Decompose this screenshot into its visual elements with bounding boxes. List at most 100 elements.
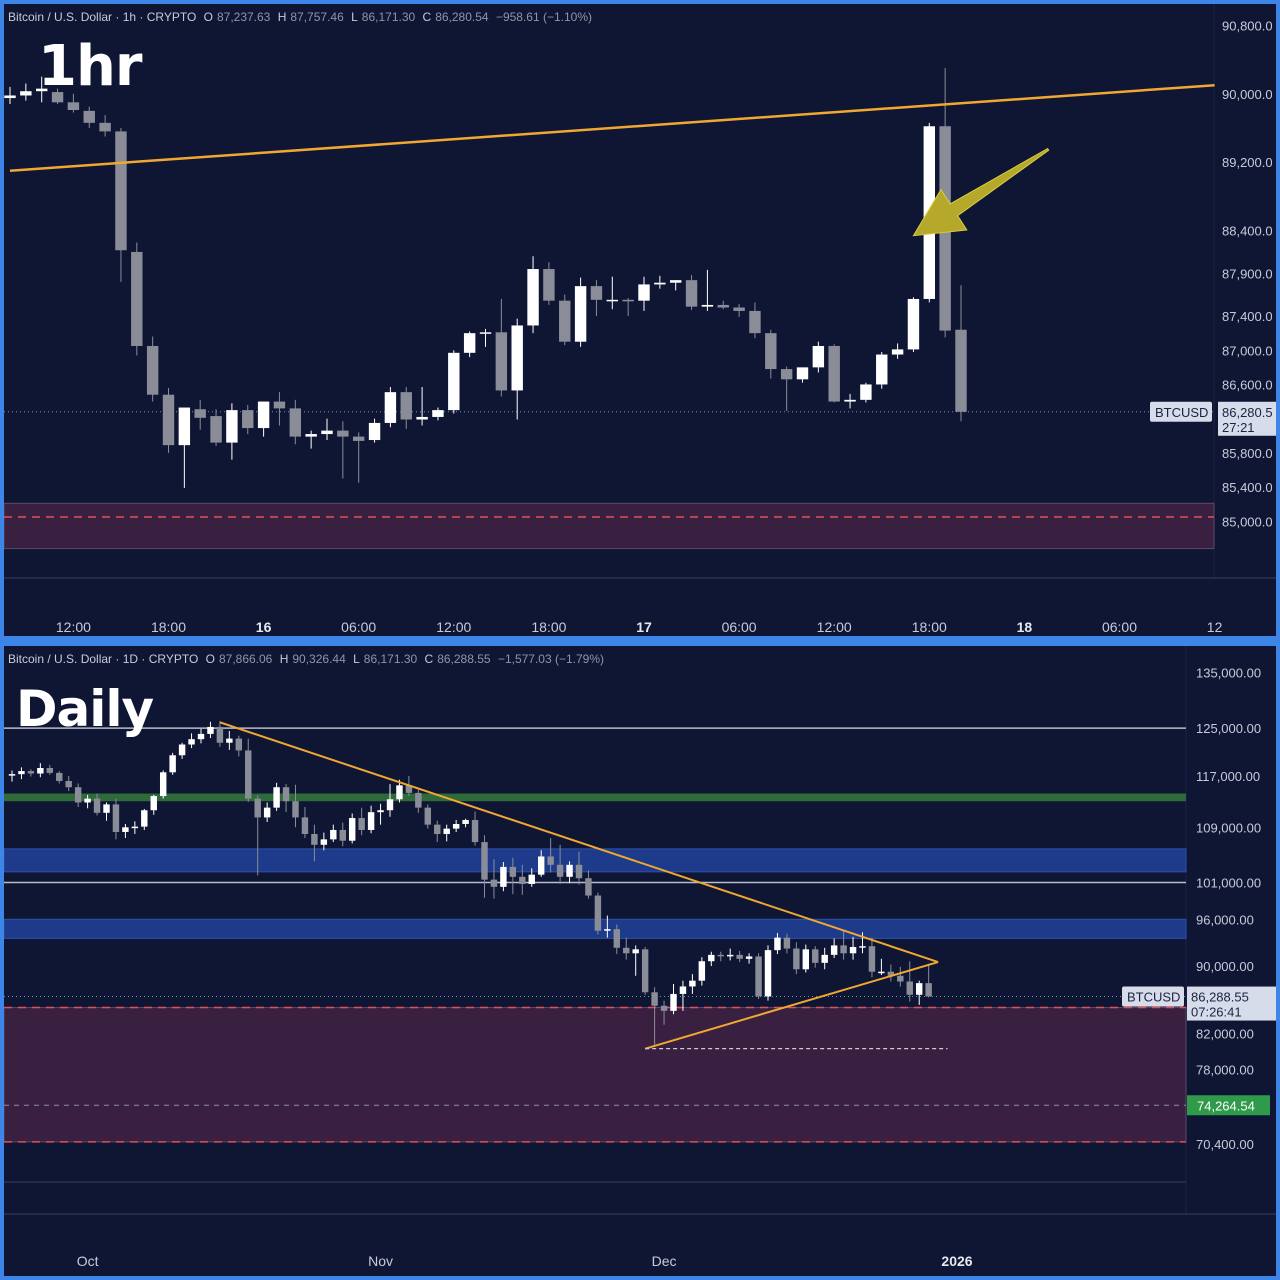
candle-body xyxy=(907,298,920,350)
candle-body xyxy=(282,787,290,802)
time-axis-tick: 18:00 xyxy=(151,619,186,635)
candle-body xyxy=(301,817,309,834)
open-value: 87,237.63 xyxy=(216,10,271,24)
candle-body xyxy=(150,796,157,811)
candle-body xyxy=(377,810,384,813)
annotation-arrow-icon xyxy=(912,147,1050,237)
price-axis-tick: 135,000.00 xyxy=(1196,665,1261,680)
candle-body xyxy=(257,401,270,429)
candle-body xyxy=(590,286,603,300)
blue-zone xyxy=(4,848,1187,873)
chart-canvas-1h[interactable]: 90,800.0 90,000.0 89,200.0 88,400.0 87,900.0… xyxy=(4,4,1276,636)
candle-body xyxy=(906,981,913,995)
high-value: 90,326.44 xyxy=(292,652,346,666)
price-axis-tick: 90,800.0 xyxy=(1222,18,1273,33)
candle-body xyxy=(764,950,772,997)
candle-body xyxy=(821,954,828,963)
candle-body xyxy=(27,771,35,774)
candle-body xyxy=(443,828,450,834)
candle-body xyxy=(245,750,252,799)
price-axis-tick: 87,400.0 xyxy=(1222,309,1273,324)
candle-body xyxy=(368,422,381,441)
price-axis-tick: 88,400.0 xyxy=(1222,224,1273,239)
support-zone xyxy=(4,502,1215,550)
time-axis-tick: 18 xyxy=(1017,619,1033,635)
time-axis-tick: 06:00 xyxy=(722,619,757,635)
candle-body xyxy=(178,407,191,446)
candle-body xyxy=(386,799,394,811)
candle-body xyxy=(448,352,460,411)
candle-body xyxy=(585,878,592,896)
time-axis-tick: 18:00 xyxy=(912,619,947,635)
candle-body xyxy=(99,122,111,132)
candle-body xyxy=(352,436,365,441)
chart-panel-1h[interactable]: 90,800.0 90,000.0 89,200.0 88,400.0 87,900.0… xyxy=(4,4,1276,636)
candle-body xyxy=(18,771,25,775)
time-axis-tick: 2026 xyxy=(941,1253,972,1269)
candle-body xyxy=(574,286,587,342)
candle-body xyxy=(844,399,856,402)
time-axis-tick: Dec xyxy=(652,1253,677,1269)
candle-body xyxy=(698,961,706,981)
candle-body xyxy=(103,804,110,813)
candle-body xyxy=(432,410,444,417)
price-axis-tick: 101,000.00 xyxy=(1196,876,1261,891)
candle-body xyxy=(263,807,271,818)
candle-body xyxy=(543,269,555,301)
candle-body xyxy=(8,774,16,776)
chart-canvas-daily[interactable]: 135,000.00 125,000.00 117,000.00 109,000.00… xyxy=(4,646,1276,1276)
candle-body xyxy=(623,947,630,954)
candle-body xyxy=(566,864,573,877)
time-axis-tick: Nov xyxy=(368,1253,393,1269)
price-axis-tick: 90,000.0 xyxy=(1222,87,1273,102)
candle-body xyxy=(84,798,91,803)
price-axis-tick: 87,900.0 xyxy=(1222,266,1273,281)
candle-body xyxy=(405,785,413,793)
price-axis-tick: 85,000.0 xyxy=(1222,514,1273,529)
chart-panel-daily[interactable]: 135,000.00 125,000.00 117,000.00 109,000.00… xyxy=(4,646,1276,1276)
candle-body xyxy=(575,864,583,879)
price-axis-tick: 85,800.0 xyxy=(1222,446,1273,461)
candle-body xyxy=(537,856,545,875)
candle-body xyxy=(876,354,888,385)
candle-body xyxy=(859,946,866,948)
candle-body xyxy=(774,937,781,951)
candle-body xyxy=(891,349,904,355)
time-axis-tick: 12:00 xyxy=(56,619,91,635)
candle-body xyxy=(131,251,143,346)
high-value: 87,757.46 xyxy=(290,10,344,24)
countdown-tag: 07:26:41 xyxy=(1191,1005,1242,1020)
change-value: −1,577.03 (−1.79%) xyxy=(497,652,605,666)
candle-body xyxy=(321,430,333,435)
timeframe-title-daily: Daily xyxy=(16,680,154,738)
candle-body xyxy=(56,772,63,781)
candle-body xyxy=(51,92,64,103)
candle-body xyxy=(273,401,286,409)
candle-body xyxy=(812,345,825,368)
candle-body xyxy=(339,829,346,841)
candle-body xyxy=(159,772,167,797)
price-tag-bg xyxy=(1187,986,1276,1021)
price-axis-tick: 89,200.0 xyxy=(1222,155,1273,170)
candle-body xyxy=(462,820,469,824)
candle-body xyxy=(559,300,571,342)
candle-body xyxy=(235,738,243,751)
support-zone xyxy=(4,1006,1187,1143)
candle-body xyxy=(500,866,507,887)
candle-body xyxy=(765,333,777,370)
candle-body xyxy=(604,929,611,931)
candle-body xyxy=(216,726,224,743)
candle-body xyxy=(868,946,876,972)
candle-body xyxy=(670,993,677,1011)
candle-body xyxy=(416,416,428,420)
symbol-tag-bg xyxy=(1122,986,1184,1007)
candle-body xyxy=(897,975,904,982)
candle-body xyxy=(641,949,649,993)
candle-body xyxy=(717,304,729,308)
candle-body xyxy=(783,937,791,949)
candle-body xyxy=(415,792,422,808)
low-value: 86,171.30 xyxy=(361,10,416,24)
candle-body xyxy=(613,929,621,948)
candle-body xyxy=(749,310,761,334)
candle-body xyxy=(471,820,479,843)
